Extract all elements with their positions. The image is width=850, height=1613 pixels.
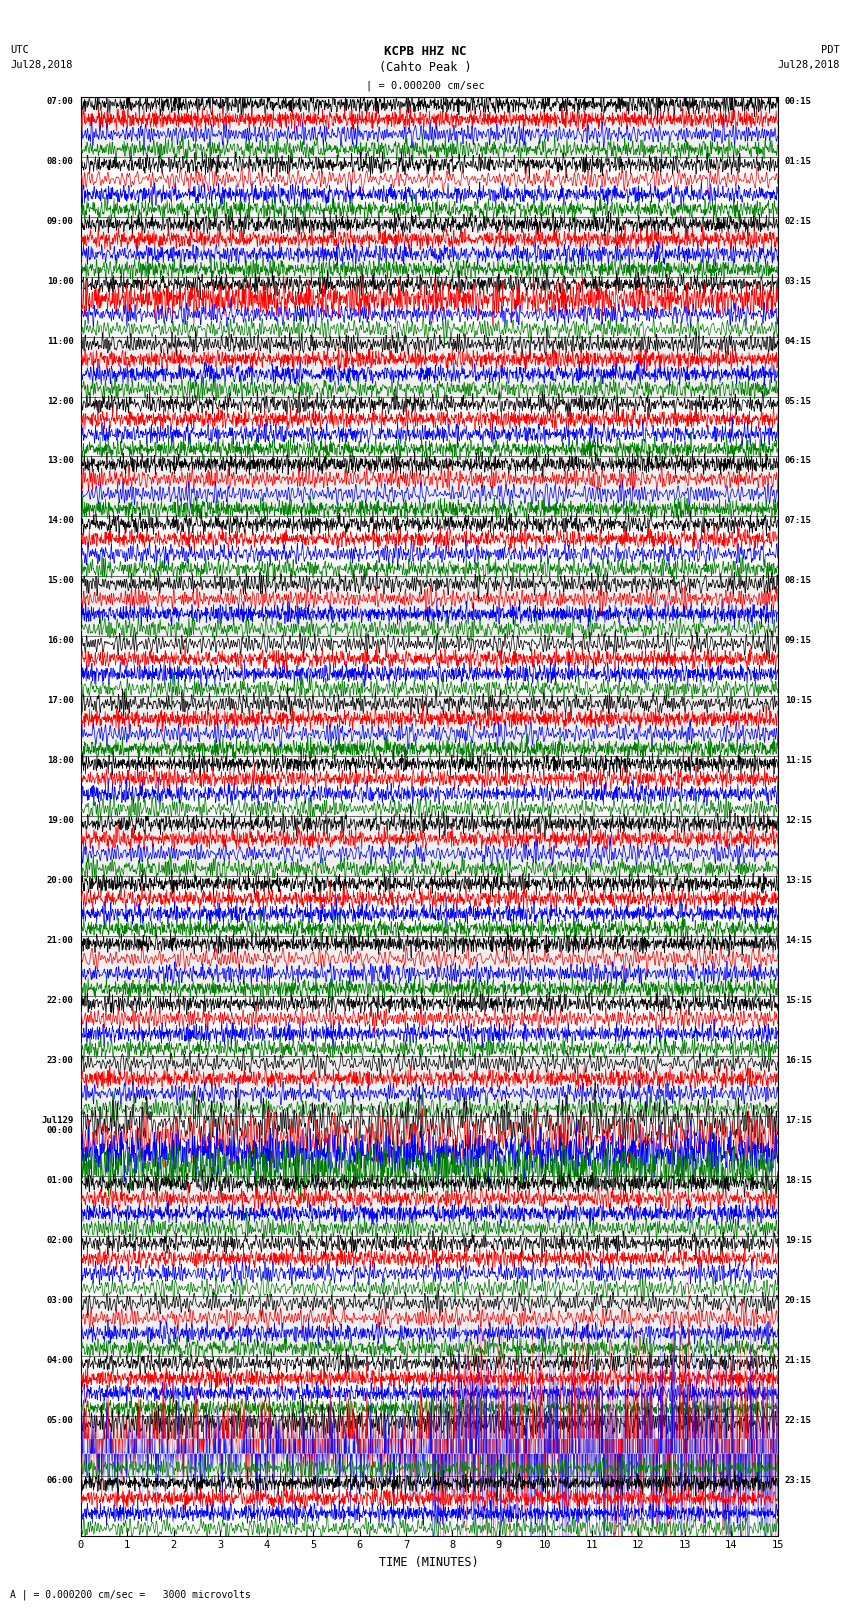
- Bar: [81, 397, 778, 456]
- Bar: [81, 1057, 778, 1116]
- Text: (Cahto Peak ): (Cahto Peak ): [379, 61, 471, 74]
- Text: 02:00: 02:00: [47, 1236, 74, 1245]
- Text: 05:15: 05:15: [785, 397, 812, 405]
- Text: 19:15: 19:15: [785, 1236, 812, 1245]
- Text: 17:15: 17:15: [785, 1116, 812, 1124]
- Bar: [81, 1295, 778, 1355]
- Text: 08:00: 08:00: [47, 156, 74, 166]
- Text: 18:00: 18:00: [47, 756, 74, 765]
- Text: 23:15: 23:15: [785, 1476, 812, 1484]
- X-axis label: TIME (MINUTES): TIME (MINUTES): [379, 1557, 479, 1569]
- Bar: [81, 1116, 778, 1176]
- Text: A | = 0.000200 cm/sec =   3000 microvolts: A | = 0.000200 cm/sec = 3000 microvolts: [10, 1589, 251, 1600]
- Text: 01:15: 01:15: [785, 156, 812, 166]
- Text: 13:00: 13:00: [47, 456, 74, 466]
- Text: 09:00: 09:00: [47, 216, 74, 226]
- Bar: [81, 816, 778, 876]
- Text: 19:00: 19:00: [47, 816, 74, 826]
- Text: 15:00: 15:00: [47, 576, 74, 586]
- Bar: [81, 1355, 778, 1416]
- Text: 04:15: 04:15: [785, 337, 812, 345]
- Text: 16:00: 16:00: [47, 637, 74, 645]
- Text: 22:00: 22:00: [47, 997, 74, 1005]
- Text: 18:15: 18:15: [785, 1176, 812, 1186]
- Bar: [81, 1416, 778, 1476]
- Bar: [81, 876, 778, 936]
- Bar: [81, 936, 778, 997]
- Text: 21:15: 21:15: [785, 1355, 812, 1365]
- Text: 11:00: 11:00: [47, 337, 74, 345]
- Bar: [81, 516, 778, 576]
- Text: 09:15: 09:15: [785, 637, 812, 645]
- Bar: [81, 756, 778, 816]
- Text: 06:00: 06:00: [47, 1476, 74, 1484]
- Bar: [81, 697, 778, 756]
- Text: | = 0.000200 cm/sec: | = 0.000200 cm/sec: [366, 81, 484, 92]
- Text: Jul129
00:00: Jul129 00:00: [42, 1116, 74, 1136]
- Text: Jul28,2018: Jul28,2018: [777, 60, 840, 69]
- Bar: [81, 576, 778, 637]
- Text: 07:15: 07:15: [785, 516, 812, 526]
- Text: 15:15: 15:15: [785, 997, 812, 1005]
- Bar: [81, 97, 778, 156]
- Bar: [81, 337, 778, 397]
- Text: 10:00: 10:00: [47, 277, 74, 286]
- Text: 02:15: 02:15: [785, 216, 812, 226]
- Text: 03:15: 03:15: [785, 277, 812, 286]
- Bar: [81, 1236, 778, 1295]
- Text: 12:15: 12:15: [785, 816, 812, 826]
- Text: 00:15: 00:15: [785, 97, 812, 106]
- Text: 20:15: 20:15: [785, 1295, 812, 1305]
- Text: 04:00: 04:00: [47, 1355, 74, 1365]
- Bar: [81, 1476, 778, 1536]
- Text: 14:00: 14:00: [47, 516, 74, 526]
- Text: 12:00: 12:00: [47, 397, 74, 405]
- Text: 14:15: 14:15: [785, 936, 812, 945]
- Text: 13:15: 13:15: [785, 876, 812, 886]
- Text: 03:00: 03:00: [47, 1295, 74, 1305]
- Text: 23:00: 23:00: [47, 1057, 74, 1065]
- Text: 22:15: 22:15: [785, 1416, 812, 1424]
- Text: 10:15: 10:15: [785, 697, 812, 705]
- Bar: [81, 997, 778, 1057]
- Text: KCPB HHZ NC: KCPB HHZ NC: [383, 45, 467, 58]
- Text: 20:00: 20:00: [47, 876, 74, 886]
- Text: 06:15: 06:15: [785, 456, 812, 466]
- Text: 17:00: 17:00: [47, 697, 74, 705]
- Bar: [81, 1176, 778, 1236]
- Text: 07:00: 07:00: [47, 97, 74, 106]
- Bar: [81, 156, 778, 216]
- Text: 16:15: 16:15: [785, 1057, 812, 1065]
- Text: 21:00: 21:00: [47, 936, 74, 945]
- Text: PDT: PDT: [821, 45, 840, 55]
- Text: UTC: UTC: [10, 45, 29, 55]
- Bar: [81, 637, 778, 697]
- Text: Jul28,2018: Jul28,2018: [10, 60, 73, 69]
- Bar: [81, 456, 778, 516]
- Text: 01:00: 01:00: [47, 1176, 74, 1186]
- Bar: [81, 277, 778, 337]
- Text: 11:15: 11:15: [785, 756, 812, 765]
- Text: 08:15: 08:15: [785, 576, 812, 586]
- Bar: [81, 216, 778, 277]
- Text: 05:00: 05:00: [47, 1416, 74, 1424]
